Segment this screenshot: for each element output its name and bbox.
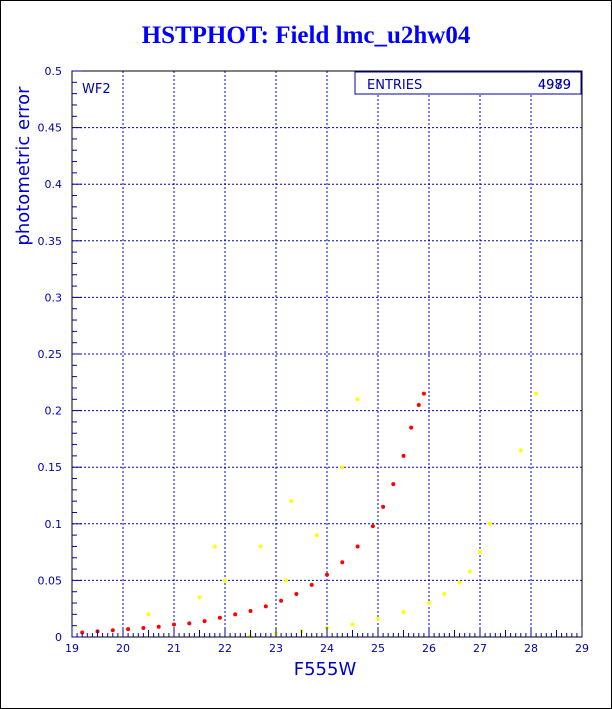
data-point bbox=[217, 615, 222, 620]
data-point bbox=[284, 578, 289, 583]
y-tick-label: 0.5 bbox=[45, 65, 63, 78]
data-point bbox=[126, 627, 131, 632]
data-point bbox=[187, 621, 192, 626]
data-point bbox=[478, 550, 482, 555]
grid bbox=[72, 71, 582, 637]
x-tick-label: 19 bbox=[65, 642, 79, 655]
data-point bbox=[401, 610, 406, 615]
data-point bbox=[376, 616, 380, 621]
data-points bbox=[80, 391, 539, 638]
y-tick-label: 0.35 bbox=[38, 235, 63, 248]
data-point bbox=[233, 612, 238, 617]
data-point bbox=[197, 595, 202, 600]
x-tick-label: 29 bbox=[575, 642, 589, 655]
stats-value-2: 4989 bbox=[538, 78, 571, 93]
data-point bbox=[340, 560, 345, 565]
data-point bbox=[355, 544, 360, 549]
y-tick-label: 0.05 bbox=[38, 574, 63, 587]
y-axis-label: photometric error bbox=[13, 86, 34, 246]
x-tick-label: 27 bbox=[473, 642, 487, 655]
data-point bbox=[467, 569, 472, 574]
data-point bbox=[421, 391, 426, 396]
x-tick-label: 24 bbox=[320, 642, 334, 655]
y-tick-label: 0.15 bbox=[38, 461, 63, 474]
data-point bbox=[258, 544, 263, 549]
x-tick-label: 22 bbox=[218, 642, 232, 655]
data-point bbox=[156, 624, 161, 629]
data-point bbox=[309, 582, 314, 587]
y-tick-label: 0.1 bbox=[45, 518, 63, 531]
data-point bbox=[289, 499, 294, 504]
panel-label: WF2 bbox=[82, 82, 111, 97]
x-tick-label: 20 bbox=[116, 642, 130, 655]
data-point bbox=[325, 572, 329, 577]
stats-box-border bbox=[354, 71, 582, 95]
data-point bbox=[223, 578, 227, 583]
data-point bbox=[427, 601, 431, 606]
x-axis-label: F555W bbox=[294, 659, 357, 680]
stats-box: ENTRIES 4979 4989 bbox=[354, 71, 582, 95]
data-point bbox=[212, 544, 217, 549]
data-point bbox=[355, 397, 360, 402]
data-point bbox=[294, 591, 299, 596]
x-tick-label: 26 bbox=[422, 642, 436, 655]
y-tick-label: 0.3 bbox=[45, 291, 63, 304]
data-point bbox=[141, 625, 146, 630]
data-point bbox=[314, 533, 319, 538]
data-point bbox=[146, 612, 151, 617]
data-point bbox=[488, 521, 493, 526]
x-tick-label: 28 bbox=[524, 642, 538, 655]
data-point bbox=[518, 448, 523, 453]
data-point bbox=[442, 591, 447, 596]
x-tick-label: 23 bbox=[269, 642, 283, 655]
data-point bbox=[340, 465, 345, 470]
data-point bbox=[391, 482, 396, 487]
y-tick-label: 0.4 bbox=[45, 178, 63, 191]
data-point bbox=[534, 391, 539, 396]
data-point bbox=[381, 504, 386, 509]
y-tick-label: 0.25 bbox=[38, 348, 63, 361]
data-point bbox=[110, 628, 115, 633]
data-point bbox=[401, 453, 406, 458]
data-point bbox=[370, 524, 375, 529]
data-point bbox=[263, 604, 268, 609]
data-point bbox=[409, 425, 414, 430]
data-point bbox=[350, 622, 355, 627]
x-tick-label: 21 bbox=[167, 642, 181, 655]
stats-label: ENTRIES bbox=[367, 78, 422, 93]
y-tick-label: 0.2 bbox=[45, 405, 63, 418]
data-point bbox=[80, 630, 85, 635]
data-point bbox=[457, 580, 462, 585]
x-tick-label: 25 bbox=[371, 642, 385, 655]
data-point bbox=[248, 608, 253, 613]
y-tick-label: 0.45 bbox=[38, 122, 63, 135]
stats-value-1: 4979 bbox=[538, 78, 571, 93]
data-point bbox=[202, 619, 207, 624]
data-point bbox=[416, 402, 421, 407]
chart-title: HSTPHOT: Field lmc_u2hw04 bbox=[141, 22, 471, 49]
data-point bbox=[172, 622, 176, 627]
y-tick-label: 0 bbox=[55, 631, 62, 644]
data-point bbox=[279, 598, 284, 603]
axis-ticks: 19 20 21 22 23 24 25 26 27 28 29 0 0.05 0.1 0.15 0.2 0.2… bbox=[38, 65, 590, 655]
